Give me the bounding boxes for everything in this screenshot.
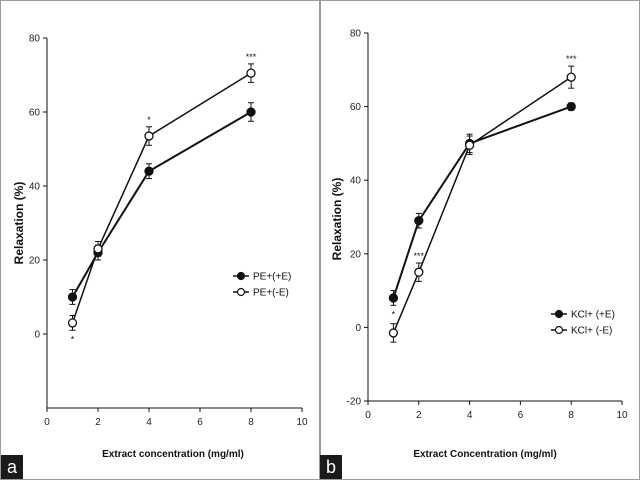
x-tick-label: 6 [518, 410, 524, 421]
legend-marker [236, 287, 246, 297]
data-point-open [67, 318, 78, 328]
x-tick-label: 4 [467, 410, 473, 421]
data-point-open [93, 244, 103, 254]
x-tick-label: 2 [95, 417, 101, 428]
x-tick-label: 4 [146, 417, 152, 428]
x-tick-label: 2 [416, 410, 422, 421]
legend-label: PE+(-E) [253, 288, 289, 299]
data-point-open [246, 68, 256, 78]
x-axis-label: Extract concentration (mg/ml) [102, 449, 244, 460]
chart-a: 0 2 4 6 8 10 0 20 40 60 80 Extract concentration (m… [12, 34, 308, 461]
x-tick-label: 8 [568, 410, 574, 421]
x-tick-label: 6 [197, 417, 203, 428]
legend-label: KCl+ (+E) [571, 310, 615, 321]
y-tick-label: 40 [29, 182, 41, 193]
series-line [392, 105, 572, 299]
legend-marker [236, 271, 246, 281]
data-point-filled [388, 293, 399, 303]
data-point-open [388, 328, 399, 338]
y-tick-label: 20 [29, 256, 41, 267]
significance-annotation: * [147, 115, 151, 125]
y-axis-label: Relaxation (%) [330, 178, 344, 261]
significance-annotation: *** [246, 52, 257, 62]
data-point-filled [566, 101, 576, 112]
y-tick-label: 0 [355, 323, 361, 334]
significance-annotation: *** [566, 54, 577, 64]
series-line [392, 76, 572, 334]
legend-label: PE+(+E) [253, 272, 291, 283]
data-point-open [144, 131, 154, 141]
series-line [71, 111, 252, 298]
significance-annotation: *** [414, 251, 425, 261]
series-line [71, 72, 252, 324]
y-tick-label: 80 [29, 34, 41, 45]
y-tick-label: 60 [29, 108, 41, 119]
x-tick-label: 10 [616, 410, 628, 421]
legend-label: KCl+ (-E) [571, 326, 612, 337]
y-tick-label: 20 [350, 249, 362, 260]
data-point-filled [144, 166, 154, 176]
data-point-filled [414, 216, 424, 226]
y-tick-label: -20 [347, 397, 362, 408]
legend-marker [554, 325, 564, 335]
panel-label-b: b [320, 455, 342, 479]
x-tick-label: 8 [248, 417, 254, 428]
data-point-filled [246, 107, 256, 117]
y-tick-label: 80 [350, 29, 362, 40]
significance-annotation: * [71, 334, 75, 344]
data-point-open [414, 267, 424, 277]
x-tick-label: 0 [44, 417, 50, 428]
significance-annotation: * [392, 309, 396, 319]
data-point-filled [67, 292, 78, 302]
y-tick-label: 40 [350, 176, 362, 187]
panel-a: 0 2 4 6 8 10 0 20 40 60 80 Extract concentration (m… [0, 0, 320, 480]
data-point-open [464, 140, 475, 150]
x-tick-label: 0 [365, 410, 371, 421]
y-tick-label: 0 [34, 330, 40, 341]
y-tick-label: 60 [350, 102, 362, 113]
x-tick-label: 10 [296, 417, 308, 428]
panel-label-a: a [1, 455, 23, 479]
legend-marker [554, 309, 564, 319]
data-point-open [566, 72, 576, 82]
x-axis-label: Extract Concentration (mg/ml) [413, 449, 556, 460]
panel-b: 0 2 4 6 8 10 -20 0 20 40 60 80 Extract Concentration… [320, 0, 640, 480]
y-axis-label: Relaxation (%) [12, 182, 26, 265]
